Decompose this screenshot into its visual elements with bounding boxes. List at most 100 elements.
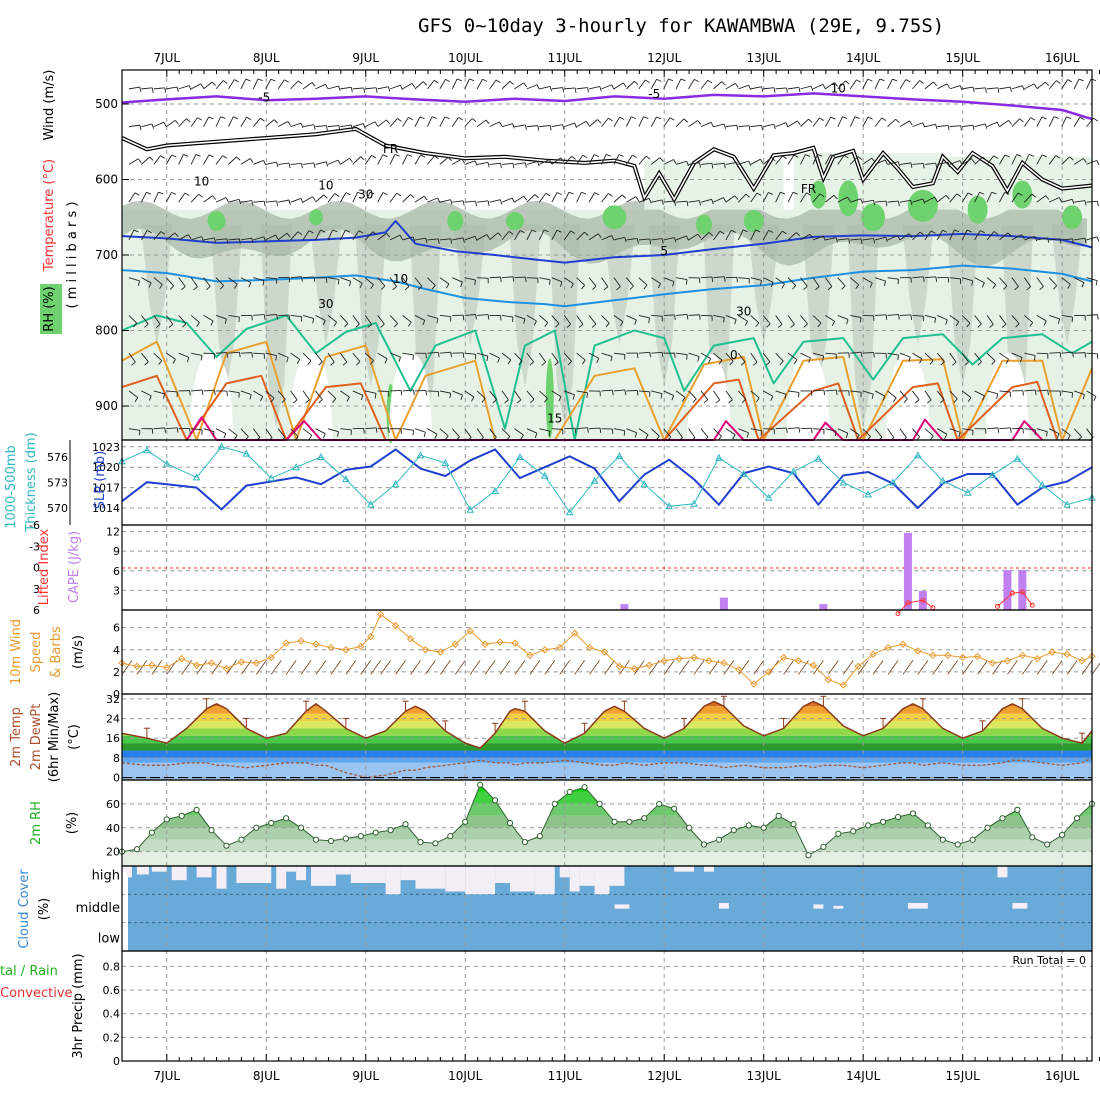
wind-barb-feather bbox=[742, 229, 748, 233]
wind-barb-staff bbox=[986, 277, 996, 285]
wind-barb-staff bbox=[999, 277, 1008, 287]
wind-barb-feather bbox=[156, 324, 161, 328]
rh-color-band bbox=[122, 791, 1092, 804]
wind-barb-staff bbox=[800, 154, 806, 165]
rh-saturated-blob bbox=[1062, 205, 1083, 230]
thickness-point bbox=[889, 478, 897, 486]
wind-barb-staff bbox=[427, 155, 435, 165]
wind-barb-feather bbox=[785, 122, 789, 128]
cloud-high-gap bbox=[276, 866, 287, 889]
wind-barb-feather bbox=[1007, 232, 1012, 237]
wind-barb-feather bbox=[384, 358, 388, 364]
wind-barb-staff bbox=[128, 315, 138, 324]
wind-barb-feather bbox=[273, 119, 279, 124]
wind-barb-feather bbox=[394, 154, 400, 157]
wind-barb-staff bbox=[613, 82, 624, 90]
wind-barb-staff bbox=[252, 428, 261, 438]
wind-10m-barb bbox=[857, 660, 869, 675]
thickness-point bbox=[864, 490, 872, 498]
wind-barb-feather bbox=[174, 232, 179, 237]
wind-barb-staff bbox=[514, 314, 526, 320]
wind-barb-feather bbox=[792, 285, 797, 290]
wind-barb-staff bbox=[526, 428, 538, 434]
wind-barb-feather bbox=[571, 155, 576, 160]
wind-barb-staff bbox=[165, 277, 175, 287]
wind-barb-staff bbox=[974, 315, 982, 325]
wind-10m-barb bbox=[992, 660, 1003, 675]
wind-barb-feather bbox=[1014, 286, 1019, 291]
wind-barb-staff bbox=[762, 192, 769, 203]
isotherm-25 bbox=[121, 374, 1059, 441]
wind-barb-feather bbox=[275, 355, 277, 361]
wind-barb-staff bbox=[750, 428, 762, 432]
wind-barb-feather bbox=[188, 85, 192, 91]
wind-barb-feather bbox=[586, 392, 588, 398]
wind-barb-feather bbox=[748, 84, 752, 90]
wind-barb-feather bbox=[543, 229, 549, 233]
wind-barb-staff bbox=[228, 198, 240, 203]
wind-barb-staff bbox=[750, 390, 760, 399]
wind-barb-staff bbox=[775, 390, 787, 395]
wind-10m-barb bbox=[226, 660, 237, 675]
wind-barb-staff bbox=[253, 200, 265, 203]
wind-barb-staff bbox=[514, 390, 522, 401]
wind-barb-feather bbox=[238, 199, 242, 205]
temp-tick-label: 0 bbox=[113, 772, 120, 785]
wind-barb-staff bbox=[1011, 154, 1018, 165]
wind-barb-feather bbox=[685, 279, 688, 285]
wind-10m-barb bbox=[574, 660, 585, 675]
wind-barb-feather bbox=[822, 84, 826, 89]
wind-barb-staff bbox=[501, 80, 511, 90]
pressure-tick-label: 500 bbox=[95, 97, 118, 111]
thickness-line bbox=[121, 446, 1093, 514]
li-point bbox=[1009, 590, 1015, 596]
li-tick-label: -6 bbox=[29, 519, 40, 532]
wind-10m-point bbox=[645, 661, 653, 669]
wind-barb-staff bbox=[377, 119, 387, 127]
bottom-axis-tick-label: 9JUL bbox=[352, 1069, 379, 1083]
wind-barb-staff bbox=[676, 352, 688, 356]
thickness-point bbox=[416, 451, 425, 459]
rh-2m-point bbox=[357, 833, 364, 840]
wind-barb-staff bbox=[414, 428, 426, 433]
wind-barb-feather bbox=[312, 196, 316, 202]
wind-barb-staff bbox=[452, 158, 463, 165]
wind-barb-staff bbox=[327, 352, 335, 363]
wind-barb-feather bbox=[619, 116, 625, 120]
rh-2m-point bbox=[850, 828, 857, 835]
wind-barb-staff bbox=[166, 86, 178, 90]
wind-barb-staff bbox=[924, 196, 935, 203]
wind-barb-staff bbox=[464, 160, 476, 165]
wind-barb-staff bbox=[850, 314, 862, 318]
wind-barb-feather bbox=[422, 81, 428, 86]
wind-barb-staff bbox=[539, 85, 551, 90]
wind-barb-staff bbox=[1024, 352, 1036, 356]
wind-barb-feather bbox=[434, 79, 439, 84]
wind-barb-feather bbox=[434, 433, 438, 439]
wind-barb-staff bbox=[439, 199, 451, 203]
rh-saturated-blob bbox=[309, 209, 323, 226]
wind-barb-staff bbox=[999, 232, 1009, 241]
wind-barb-feather bbox=[174, 120, 179, 125]
wind-barb-staff bbox=[613, 154, 620, 165]
wind-barb-feather bbox=[516, 399, 522, 404]
wind-barb-feather bbox=[645, 79, 650, 84]
wind-barb-feather bbox=[682, 397, 686, 402]
wind-barb-staff bbox=[402, 194, 411, 203]
wind-barb-staff bbox=[141, 123, 153, 128]
contour-label: 0 bbox=[730, 348, 738, 362]
wind-barb-feather bbox=[1005, 359, 1010, 364]
wind-barb-feather bbox=[323, 194, 328, 199]
wind-barb-feather bbox=[897, 161, 901, 167]
precip-tick-label: 0.2 bbox=[103, 1031, 121, 1044]
wind-barb-staff bbox=[165, 232, 176, 241]
wind-barb-feather bbox=[262, 280, 265, 286]
wind-barb-feather bbox=[945, 319, 948, 325]
wind-barb-feather bbox=[509, 80, 514, 85]
wind-barb-feather bbox=[669, 117, 675, 121]
wind-10m-barb bbox=[947, 660, 959, 675]
wind-barb-staff bbox=[327, 229, 333, 241]
wind-barb-feather bbox=[919, 80, 924, 84]
wind-barb-feather bbox=[634, 319, 637, 325]
wind-barb-feather bbox=[222, 155, 228, 159]
